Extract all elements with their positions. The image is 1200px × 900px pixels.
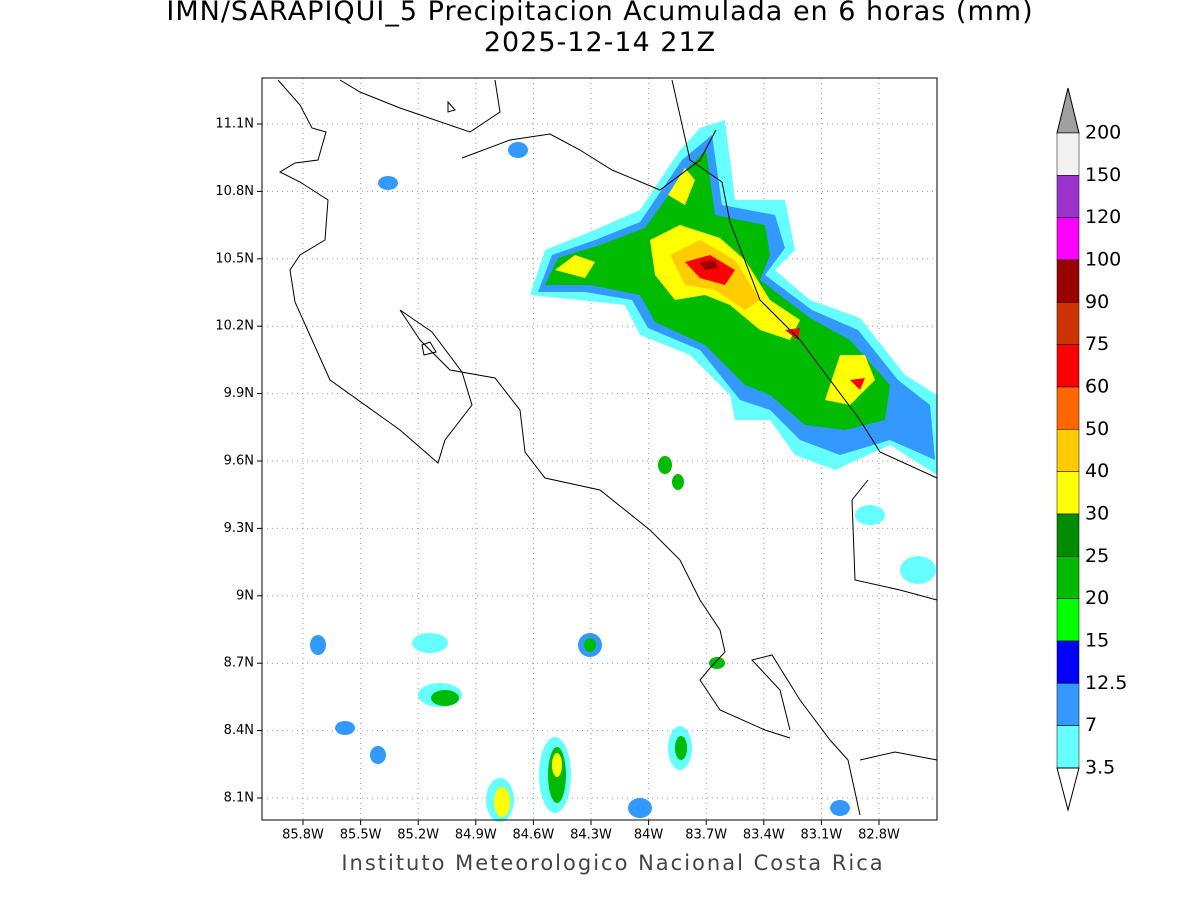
colorbar-bin: [1056, 429, 1080, 472]
y-tick-label: 10.2N: [215, 319, 254, 334]
title: IMN/SARAPIQUI_5 Precipitacion Acumulada …: [166, 0, 1033, 27]
colorbar-bin: [1056, 302, 1080, 345]
subtitle: 2025-12-14 21Z: [484, 27, 716, 58]
y-tick-label: 9.3N: [224, 521, 254, 536]
colorbar-bin: [1056, 132, 1080, 176]
colorbar-label: 120: [1085, 206, 1121, 228]
colorbar-label: 20: [1085, 587, 1109, 609]
colorbar-cap: [1056, 767, 1080, 812]
colorbar-bin: [1056, 175, 1080, 218]
footer: Instituto Meteorologico Nacional Costa R…: [341, 851, 884, 875]
x-tick-label: 84.9W: [455, 828, 497, 843]
y-tick-label: 8.7N: [224, 656, 254, 671]
x-tick-label: 83.7W: [685, 828, 727, 843]
colorbar-label: 30: [1085, 503, 1109, 525]
colorbar-bin: [1056, 683, 1080, 726]
colorbar-label: 150: [1085, 164, 1121, 186]
colorbar-label: 25: [1085, 545, 1109, 567]
y-tick-label: 11.1N: [215, 117, 254, 132]
colorbar-label: 50: [1085, 418, 1109, 440]
y-tick-label: 10.8N: [215, 184, 254, 199]
coastlines: [277, 79, 938, 816]
axes: 85.8W 85.5W 85.2W 84.9W 84.6W 84.3W 84W 83.7W 83…: [215, 117, 900, 843]
colorbar-bin: [1056, 640, 1080, 684]
colorbar-label: 12.5: [1085, 672, 1127, 694]
map-frame: [261, 77, 938, 821]
colorbar-label: 60: [1085, 376, 1109, 398]
colorbar-bin: [1056, 217, 1080, 261]
x-tick-label: 82.8W: [858, 828, 900, 843]
colorbar-label: 3.5: [1085, 757, 1115, 779]
y-tick-label: 10.5N: [215, 251, 254, 266]
colorbar-bin: [1056, 598, 1080, 642]
x-tick-label: 85.8W: [282, 828, 324, 843]
x-tick-label: 84W: [634, 828, 664, 843]
x-tick-label: 84.6W: [512, 828, 554, 843]
colorbar-label: 40: [1085, 460, 1109, 482]
y-tick-label: 9.6N: [224, 454, 254, 469]
colorbar-bin: [1056, 513, 1080, 557]
colorbar: 200 150 120 100 90 75 60 50 40 30 25 20 15 12.5 7 3.5: [1056, 87, 1127, 812]
colorbar-cap: [1056, 87, 1080, 134]
x-tick-label: 83.1W: [800, 828, 842, 843]
colorbar-bin: [1056, 386, 1080, 430]
colorbar-bin: [1056, 725, 1080, 769]
colorbar-bin: [1056, 471, 1080, 515]
x-tick-label: 85.2W: [397, 828, 439, 843]
colorbar-bin: [1056, 344, 1080, 388]
x-tick-label: 83.4W: [743, 828, 785, 843]
colorbar-label: 75: [1085, 333, 1109, 355]
y-tick-label: 8.4N: [224, 723, 254, 738]
colorbar-label: 7: [1085, 714, 1097, 736]
y-tick-label: 9N: [236, 588, 254, 603]
y-tick-label: 9.9N: [224, 386, 254, 401]
colorbar-label: 90: [1085, 291, 1109, 313]
x-tick-label: 85.5W: [340, 828, 382, 843]
colorbar-label: 15: [1085, 630, 1109, 652]
colorbar-label: 100: [1085, 249, 1121, 271]
colorbar-label: 200: [1085, 122, 1121, 144]
colorbar-bin: [1056, 259, 1080, 303]
colorbar-bin: [1056, 556, 1080, 599]
precipitation: [310, 120, 937, 822]
y-tick-label: 8.1N: [224, 791, 254, 806]
x-tick-label: 84.3W: [570, 828, 612, 843]
